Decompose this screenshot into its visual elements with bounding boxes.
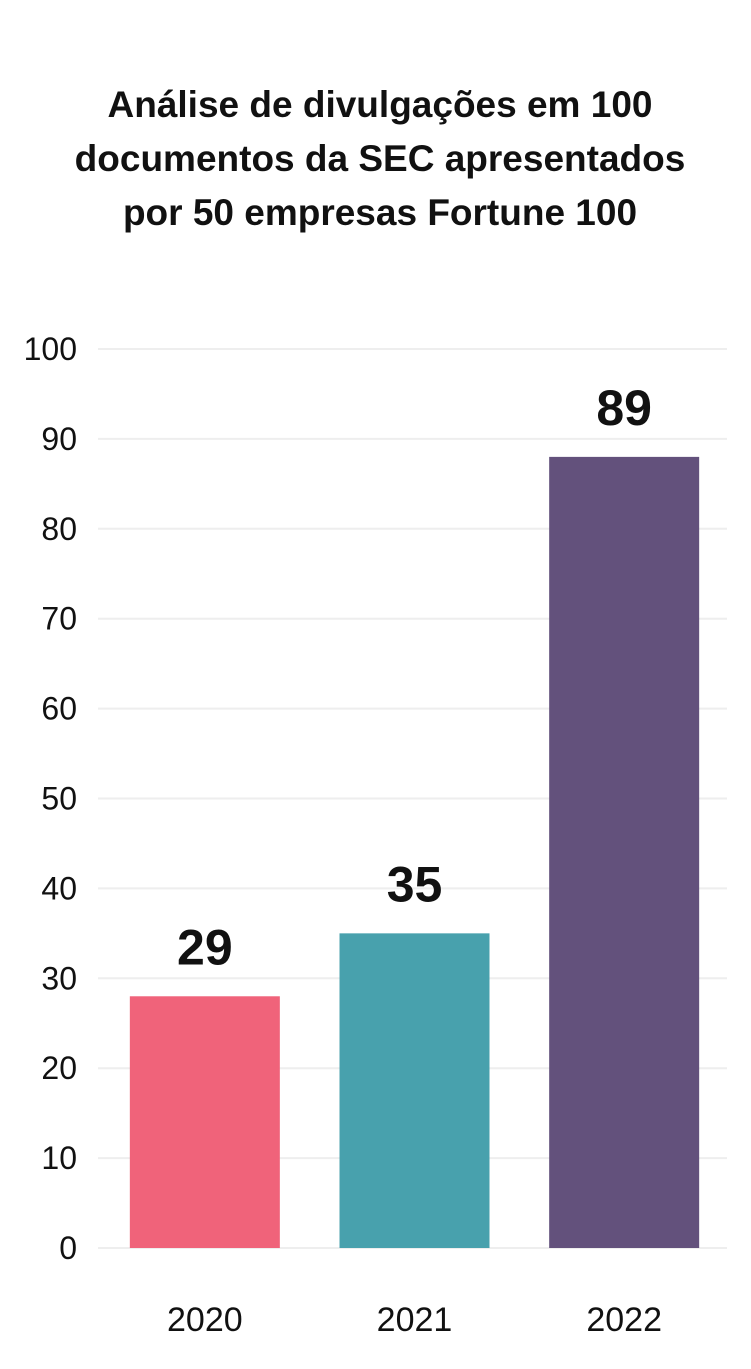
y-axis-ticks: 0 10 20 30 40 50 60 70 80 90 100 <box>24 331 77 1266</box>
y-tick-label: 20 <box>41 1050 77 1086</box>
y-tick-label: 40 <box>41 870 77 906</box>
y-tick-label: 60 <box>41 691 77 727</box>
y-tick-label: 70 <box>41 601 77 637</box>
data-label-2020: 29 <box>177 919 233 975</box>
data-label-2022: 89 <box>596 380 652 436</box>
bar-2022 <box>549 456 700 1248</box>
chart-title: Análise de divulgações em 100 documentos… <box>74 84 686 233</box>
y-tick-label: 30 <box>41 960 77 996</box>
y-tick-label: 90 <box>41 421 77 457</box>
x-category-label-2020: 2020 <box>167 1301 243 1339</box>
data-label-2021: 35 <box>387 856 443 912</box>
data-labels: 29 35 89 <box>177 380 652 975</box>
bar-2020 <box>129 996 280 1248</box>
y-tick-label: 80 <box>41 511 77 547</box>
y-tick-label: 10 <box>41 1140 77 1176</box>
x-category-label-2021: 2021 <box>377 1301 453 1339</box>
x-category-label-2022: 2022 <box>586 1301 662 1339</box>
x-axis-categories: 2020 2021 2022 <box>167 1301 662 1339</box>
y-tick-label: 50 <box>41 781 77 817</box>
y-tick-label: 100 <box>24 331 77 367</box>
bar-2021 <box>339 933 490 1248</box>
y-tick-label: 0 <box>59 1230 77 1266</box>
bars <box>129 456 700 1248</box>
